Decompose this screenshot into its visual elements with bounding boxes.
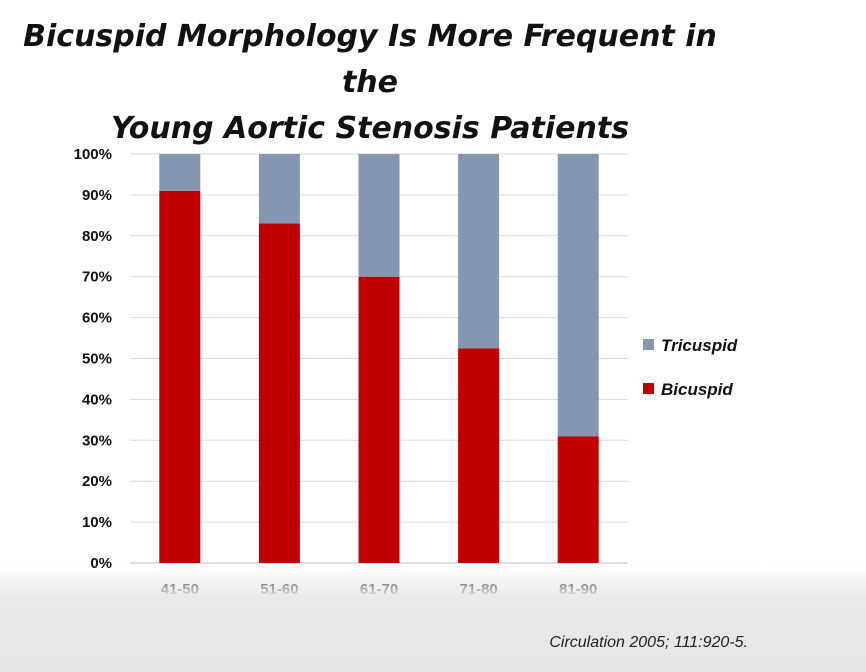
y-tick-label: 20% [82,473,112,490]
legend-label-tricuspid: Tricuspid [661,336,738,355]
bar-bicuspid-81-90 [557,436,599,563]
slide-title-line-1: Bicuspid Morphology Is More Frequent in … [23,19,717,100]
bar-tricuspid-71-80 [458,154,500,349]
slide-title-line-2: Young Aortic Stenosis Patients [110,111,630,146]
slide-title: Bicuspid Morphology Is More Frequent in … [0,14,740,152]
y-tick-label: 30% [82,432,112,449]
legend-swatch-tricuspid [643,339,654,350]
bar-bicuspid-41-50 [159,190,201,563]
y-tick-label: 70% [82,269,112,286]
y-tick-label: 40% [82,391,112,408]
y-tick-label: 60% [82,310,112,327]
bar-tricuspid-81-90 [557,154,599,437]
y-tick-label: 50% [82,351,112,368]
bar-bicuspid-51-60 [258,223,300,563]
bottom-gradient-band [0,566,866,672]
y-tick-label: 100% [74,146,112,163]
bar-tricuspid-41-50 [159,154,201,191]
bar-bicuspid-71-80 [458,348,500,563]
bar-tricuspid-51-60 [258,154,300,224]
legend-label-bicuspid: Bicuspid [661,380,733,399]
legend-swatch-bicuspid [643,383,654,394]
bar-tricuspid-61-70 [358,154,400,277]
y-tick-label: 80% [82,228,112,245]
citation: Circulation 2005; 111:920-5. [549,634,748,651]
y-tick-label: 90% [82,187,112,204]
bar-bicuspid-61-70 [358,276,400,563]
y-tick-label: 10% [82,514,112,531]
